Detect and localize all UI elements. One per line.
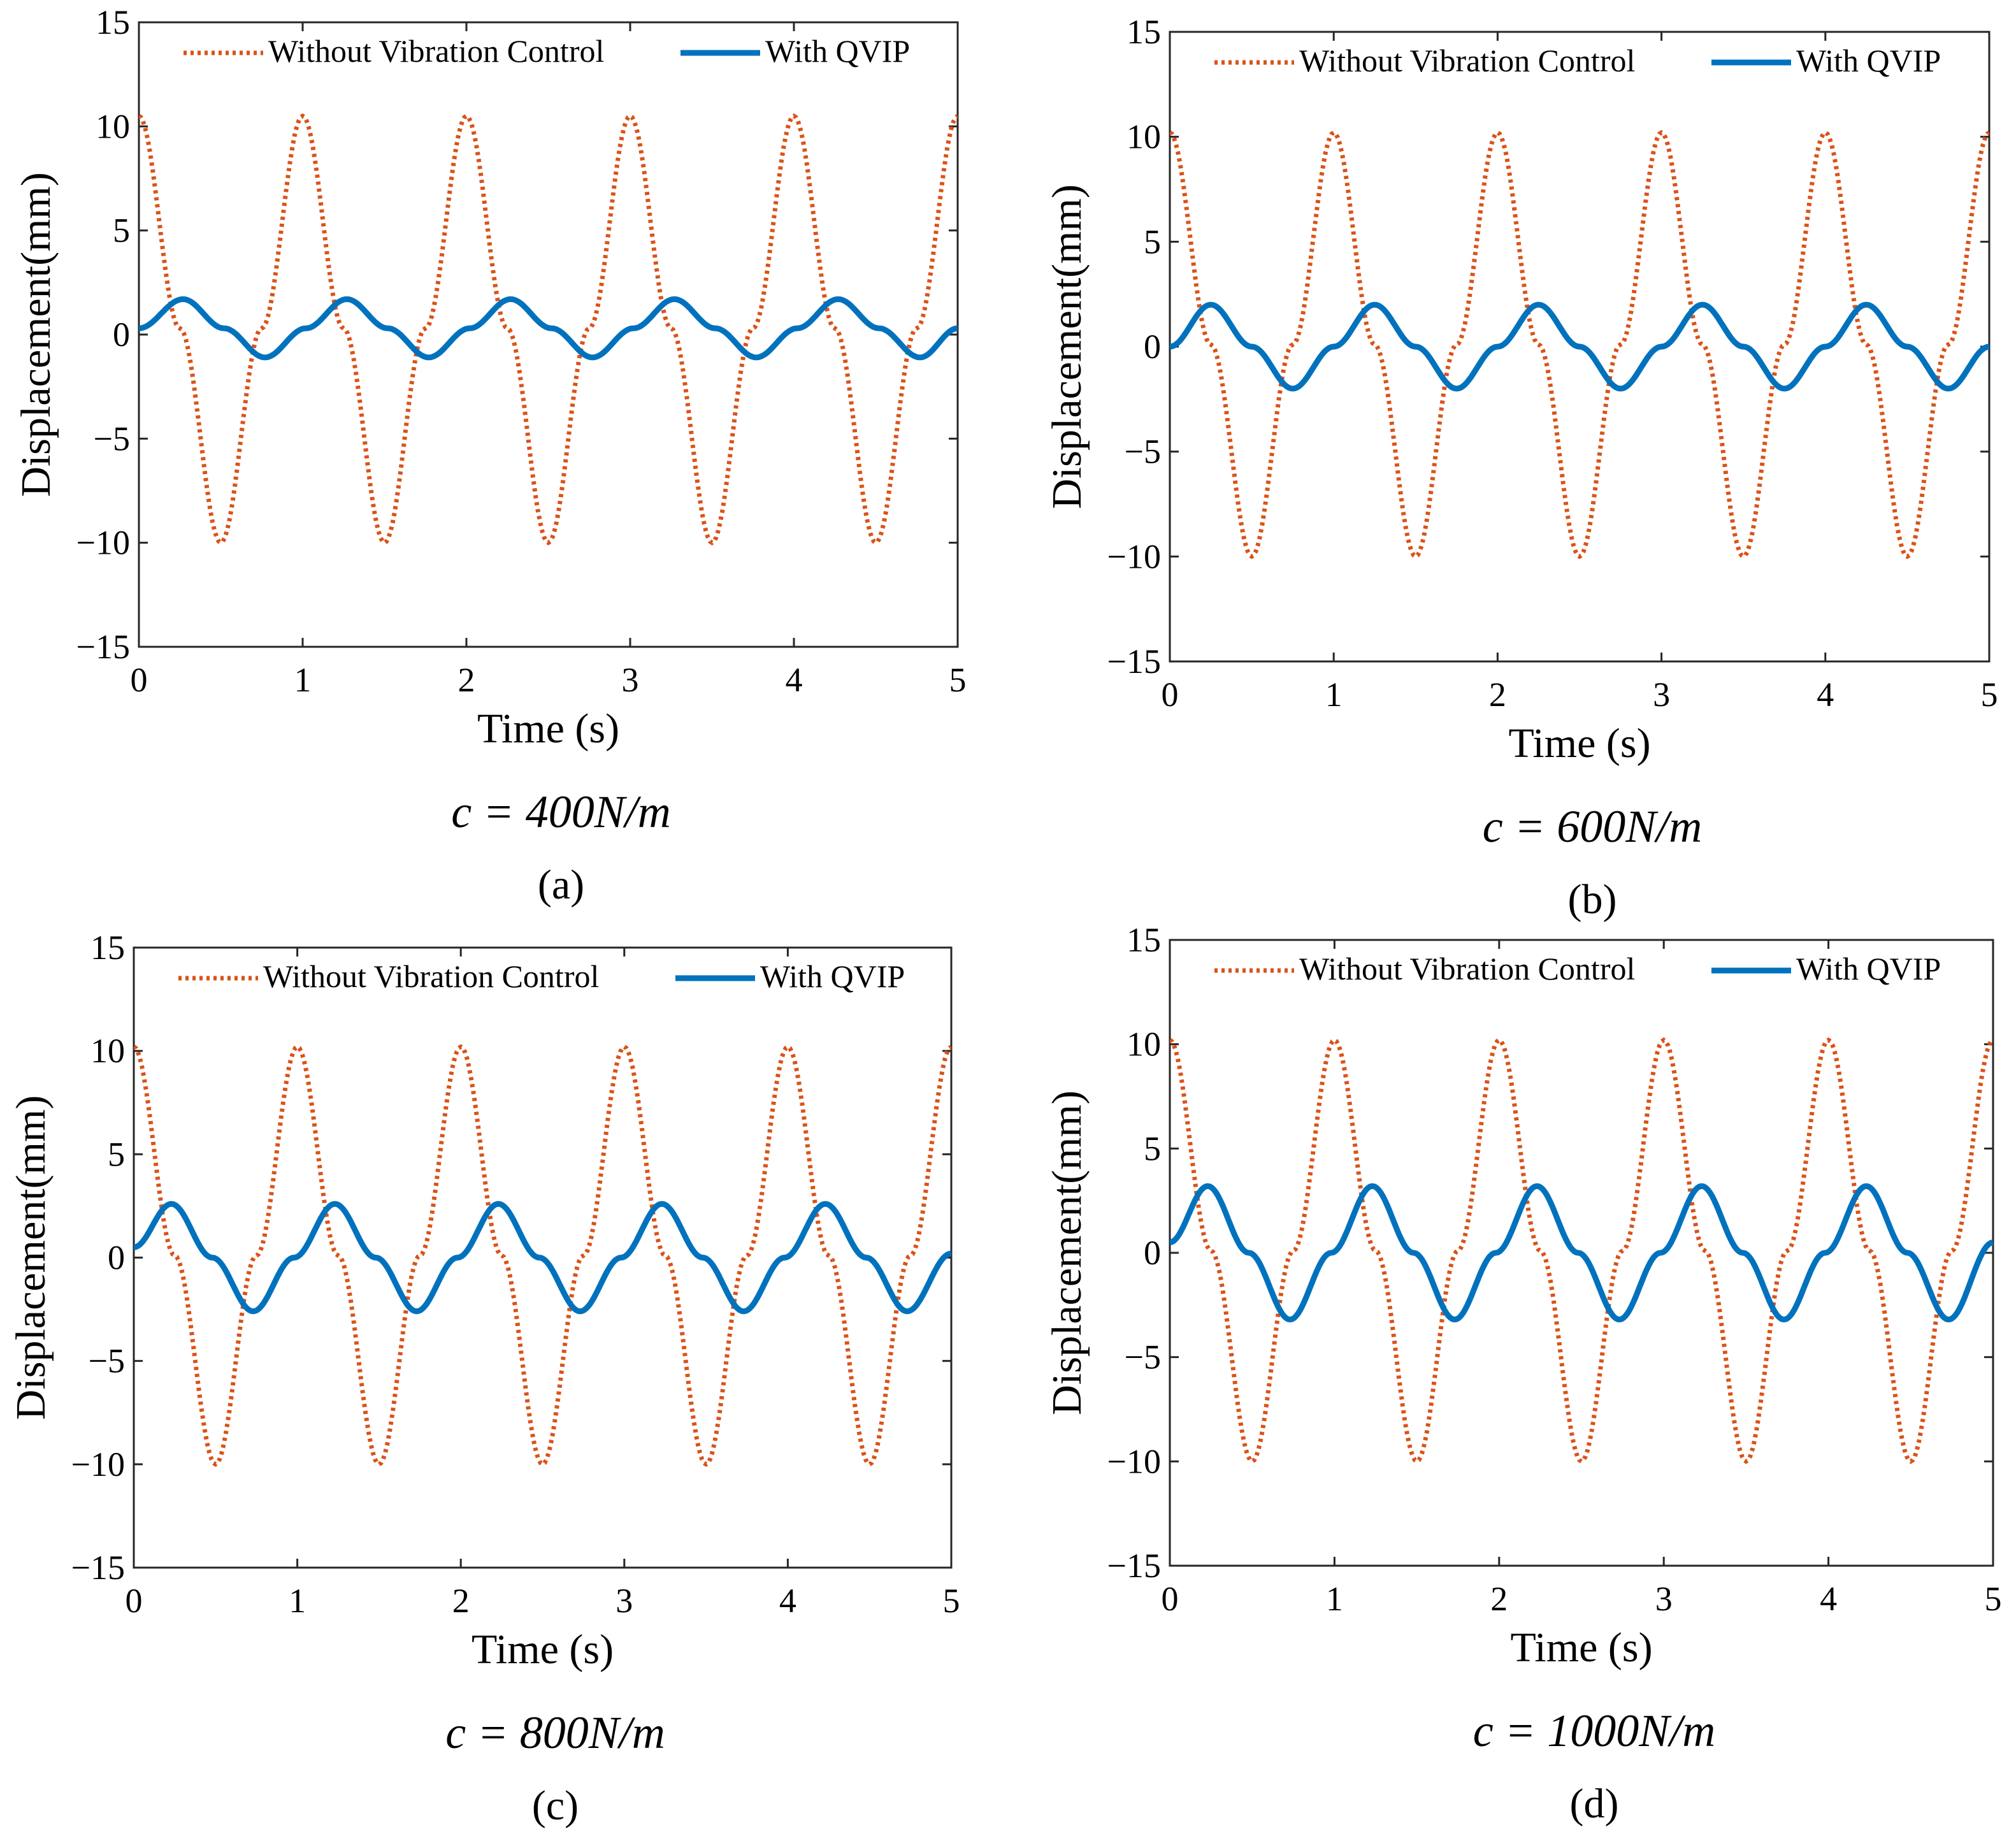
series-group <box>139 113 958 545</box>
y-tick-label: 0 <box>108 1239 125 1277</box>
y-tick-label: −15 <box>1107 1547 1161 1585</box>
plot-frame <box>138 21 959 648</box>
y-tick-label: −15 <box>76 628 130 666</box>
x-tick-label: 3 <box>1655 1580 1673 1618</box>
series-line-with-qvip <box>1170 1183 1993 1323</box>
x-tick-label: 0 <box>1162 1580 1179 1618</box>
x-tick-label: 3 <box>1653 675 1670 714</box>
y-tick-label: 15 <box>96 3 130 41</box>
series-group <box>134 1044 951 1467</box>
parameter-label: c = 600N/m <box>1483 801 1703 852</box>
legend-label-with-qvip: With QVIP <box>1796 951 1941 986</box>
series-line-with-qvip <box>134 1201 951 1315</box>
y-tick-label: 5 <box>108 1135 125 1173</box>
parameter-label: c = 800N/m <box>445 1707 665 1758</box>
chart-panel-a: 0 1 2 3 4 5 15 10 5 0 −5 −10 −15 Without Vibration Co… <box>13 3 967 908</box>
x-tick-label: 1 <box>1325 675 1343 714</box>
x-tick-label: 1 <box>289 1582 306 1620</box>
panel-label: (d) <box>1570 1780 1619 1827</box>
x-tick-label: 5 <box>949 661 967 699</box>
y-tick-label: −5 <box>94 419 130 458</box>
chart-panel-b: 0 1 2 3 4 5 15 10 5 0 −5 −10 −15 Without Vibration Co… <box>1044 13 1998 923</box>
y-tick-label: −10 <box>1107 537 1161 575</box>
x-tick-label: 3 <box>616 1582 633 1620</box>
legend-label-without-control: Without Vibration Control <box>1299 43 1635 78</box>
y-tick-label: 5 <box>1144 1129 1161 1167</box>
panel-label: (c) <box>532 1782 579 1829</box>
x-tick-label: 1 <box>294 661 312 699</box>
y-tick-label: −5 <box>89 1342 125 1380</box>
legend: Without Vibration Control With QVIP <box>1214 951 1941 986</box>
x-tick-label: 2 <box>452 1582 470 1620</box>
x-tick-label: 0 <box>126 1582 143 1620</box>
y-tick-label: 15 <box>90 928 125 967</box>
series-group <box>1170 1037 1993 1464</box>
y-tick-label: −15 <box>71 1549 125 1587</box>
x-tick-label: 5 <box>943 1582 960 1620</box>
x-tick-label: 5 <box>1981 675 1998 714</box>
y-tick-label: −10 <box>1107 1442 1161 1480</box>
x-axis-label: Time (s) <box>1508 720 1650 767</box>
y-tick-label: 10 <box>90 1032 125 1070</box>
legend-label-with-qvip: With QVIP <box>765 33 910 69</box>
y-tick-label: 5 <box>113 212 130 250</box>
y-axis-label: Displacement(mm) <box>8 1095 54 1420</box>
legend: Without Vibration Control With QVIP <box>184 33 910 69</box>
x-tick-label: 0 <box>131 661 148 699</box>
chart-panel-c: 0 1 2 3 4 5 15 10 5 0 −5 −10 −15 Without Vibration Co… <box>8 928 960 1829</box>
legend-label-with-qvip: With QVIP <box>760 958 905 994</box>
x-tick-label: 0 <box>1162 675 1179 714</box>
legend: Without Vibration Control With QVIP <box>178 958 905 994</box>
legend-label-with-qvip: With QVIP <box>1796 43 1941 78</box>
y-tick-label: 0 <box>1144 1234 1161 1272</box>
x-tick-label: 2 <box>458 661 475 699</box>
x-tick-label: 2 <box>1490 1580 1508 1618</box>
y-axis-label: Displacement(mm) <box>13 172 59 497</box>
series-line-without-control <box>139 113 958 545</box>
x-axis-label: Time (s) <box>477 705 619 752</box>
y-tick-label: −5 <box>1125 1338 1161 1376</box>
y-tick-label: −15 <box>1107 642 1161 681</box>
chart-panel-d: 0 1 2 3 4 5 15 10 5 0 −5 −10 −15 Without Vibration Co… <box>1044 921 2002 1827</box>
y-axis-label: Displacement(mm) <box>1044 184 1090 509</box>
parameter-label: c = 1000N/m <box>1473 1705 1716 1756</box>
legend-label-without-control: Without Vibration Control <box>263 958 599 994</box>
x-axis-label: Time (s) <box>472 1626 614 1673</box>
legend-label-without-control: Without Vibration Control <box>1299 951 1635 986</box>
x-tick-label: 2 <box>1489 675 1506 714</box>
y-tick-label: 10 <box>96 107 130 145</box>
y-tick-label: 15 <box>1127 13 1161 51</box>
series-line-with-qvip <box>139 296 958 361</box>
legend: Without Vibration Control With QVIP <box>1214 43 1941 78</box>
parameter-label: c = 400N/m <box>451 786 671 837</box>
y-tick-label: −10 <box>71 1445 125 1484</box>
y-tick-label: 10 <box>1127 1025 1161 1064</box>
x-axis-label: Time (s) <box>1510 1624 1652 1671</box>
y-tick-label: 15 <box>1127 921 1161 959</box>
x-tick-label: 4 <box>1817 675 1834 714</box>
panel-label: (a) <box>538 862 584 908</box>
x-tick-label: 4 <box>779 1582 796 1620</box>
x-tick-label: 5 <box>1985 1580 2002 1618</box>
y-tick-label: 10 <box>1127 118 1161 156</box>
x-tick-label: 3 <box>622 661 639 699</box>
x-tick-label: 4 <box>786 661 803 699</box>
y-axis-label: Displacement(mm) <box>1044 1090 1090 1415</box>
series-line-without-control <box>1170 129 1989 560</box>
x-tick-label: 1 <box>1326 1580 1343 1618</box>
legend-label-without-control: Without Vibration Control <box>268 33 604 69</box>
y-tick-label: 5 <box>1144 222 1161 261</box>
y-tick-label: −10 <box>76 524 130 562</box>
y-tick-label: −5 <box>1125 433 1161 471</box>
y-tick-label: 0 <box>113 315 130 354</box>
x-tick-label: 4 <box>1820 1580 1837 1618</box>
panel-label: (b) <box>1568 876 1617 923</box>
y-tick-label: 0 <box>1144 328 1161 366</box>
series-line-with-qvip <box>1170 301 1989 392</box>
series-group <box>1170 129 1989 560</box>
